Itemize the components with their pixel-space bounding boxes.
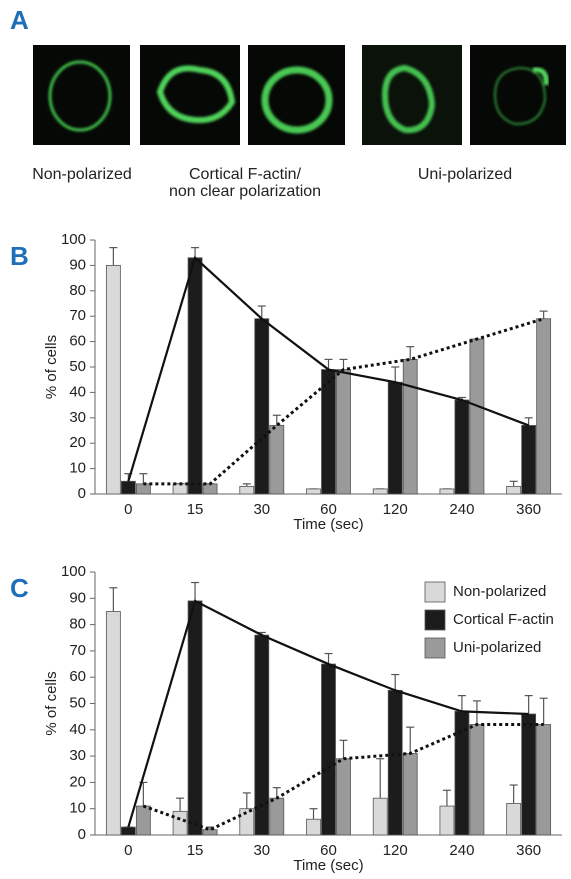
y-tick-label: 10 xyxy=(69,800,86,817)
y-tick-label: 80 xyxy=(69,282,86,299)
y-tick-label: 0 xyxy=(78,826,86,843)
bar xyxy=(136,484,150,494)
x-tick-label: 30 xyxy=(253,842,270,859)
bar xyxy=(522,425,536,494)
micrographs xyxy=(33,45,566,145)
bar xyxy=(470,725,484,835)
y-tick-label: 100 xyxy=(61,563,86,580)
y-tick-label: 50 xyxy=(69,358,86,375)
x-tick-label: 360 xyxy=(516,501,541,518)
caption: Non-polarized xyxy=(32,166,132,183)
x-tick-label: 30 xyxy=(253,501,270,518)
x-tick-label: 120 xyxy=(383,501,408,518)
bar xyxy=(388,690,402,835)
legend-swatch xyxy=(425,610,445,630)
y-tick-label: 90 xyxy=(69,589,86,606)
bar xyxy=(322,370,336,494)
bar xyxy=(106,611,120,835)
bar xyxy=(106,265,120,494)
x-tick-label: 120 xyxy=(383,842,408,859)
y-tick-label: 40 xyxy=(69,383,86,400)
bar xyxy=(403,753,417,835)
y-tick-label: 20 xyxy=(69,434,86,451)
y-tick-label: 10 xyxy=(69,460,86,477)
bar xyxy=(373,489,387,494)
y-tick-label: 60 xyxy=(69,668,86,685)
x-axis-label: Time (sec) xyxy=(293,516,363,533)
legend-label: Non-polarized xyxy=(453,583,546,600)
y-tick-label: 90 xyxy=(69,256,86,273)
y-tick-label: 50 xyxy=(69,694,86,711)
panel-label: A xyxy=(10,5,29,35)
bar xyxy=(537,319,551,494)
bar xyxy=(403,359,417,494)
panel-label: C xyxy=(10,573,29,603)
bar xyxy=(337,370,351,494)
legend-label: Uni-polarized xyxy=(453,639,541,656)
caption: Uni-polarized xyxy=(418,166,512,183)
x-tick-label: 360 xyxy=(516,842,541,859)
x-tick-label: 0 xyxy=(124,842,132,859)
x-tick-label: 240 xyxy=(449,842,474,859)
x-axis-label: Time (sec) xyxy=(293,857,363,874)
bar xyxy=(373,798,387,835)
legend-label: Cortical F-actin xyxy=(453,611,554,628)
bar xyxy=(203,830,217,835)
bar xyxy=(455,400,469,494)
x-tick-label: 60 xyxy=(320,501,337,518)
bar xyxy=(136,806,150,835)
y-tick-label: 20 xyxy=(69,773,86,790)
bar xyxy=(522,714,536,835)
caption: non clear polarization xyxy=(169,183,321,200)
bar xyxy=(173,484,187,494)
y-tick-label: 100 xyxy=(61,231,86,248)
bar xyxy=(507,803,521,835)
y-tick-label: 30 xyxy=(69,409,86,426)
bar xyxy=(307,489,321,494)
bar xyxy=(470,339,484,494)
bar xyxy=(440,489,454,494)
bar xyxy=(173,811,187,835)
y-axis-label: % of cells xyxy=(43,671,60,735)
x-tick-label: 15 xyxy=(187,501,204,518)
bar xyxy=(307,819,321,835)
bar xyxy=(188,601,202,835)
y-axis-label: % of cells xyxy=(43,335,60,399)
bar xyxy=(255,319,269,494)
legend-swatch xyxy=(425,638,445,658)
y-tick-label: 70 xyxy=(69,642,86,659)
bar xyxy=(240,486,254,494)
bar xyxy=(188,258,202,494)
x-tick-label: 15 xyxy=(187,842,204,859)
bar xyxy=(121,827,135,835)
panel-label: B xyxy=(10,241,29,271)
y-tick-label: 70 xyxy=(69,307,86,324)
bar xyxy=(440,806,454,835)
bar xyxy=(537,725,551,835)
x-tick-label: 240 xyxy=(449,501,474,518)
bar xyxy=(507,486,521,494)
y-tick-label: 80 xyxy=(69,616,86,633)
y-tick-label: 40 xyxy=(69,721,86,738)
bar xyxy=(270,425,284,494)
bar xyxy=(203,484,217,494)
bar xyxy=(322,664,336,835)
y-tick-label: 30 xyxy=(69,747,86,764)
bar xyxy=(388,382,402,494)
caption: Cortical F-actin/ xyxy=(189,166,302,183)
bar xyxy=(337,759,351,835)
x-tick-label: 0 xyxy=(124,501,132,518)
y-tick-label: 60 xyxy=(69,333,86,350)
y-tick-label: 0 xyxy=(78,485,86,502)
bar xyxy=(270,798,284,835)
figure: A Non-polarized Cortical F-actin/ non cl… xyxy=(0,0,571,879)
legend-swatch xyxy=(425,582,445,602)
bar xyxy=(240,809,254,835)
bar xyxy=(121,481,135,494)
x-tick-label: 60 xyxy=(320,842,337,859)
